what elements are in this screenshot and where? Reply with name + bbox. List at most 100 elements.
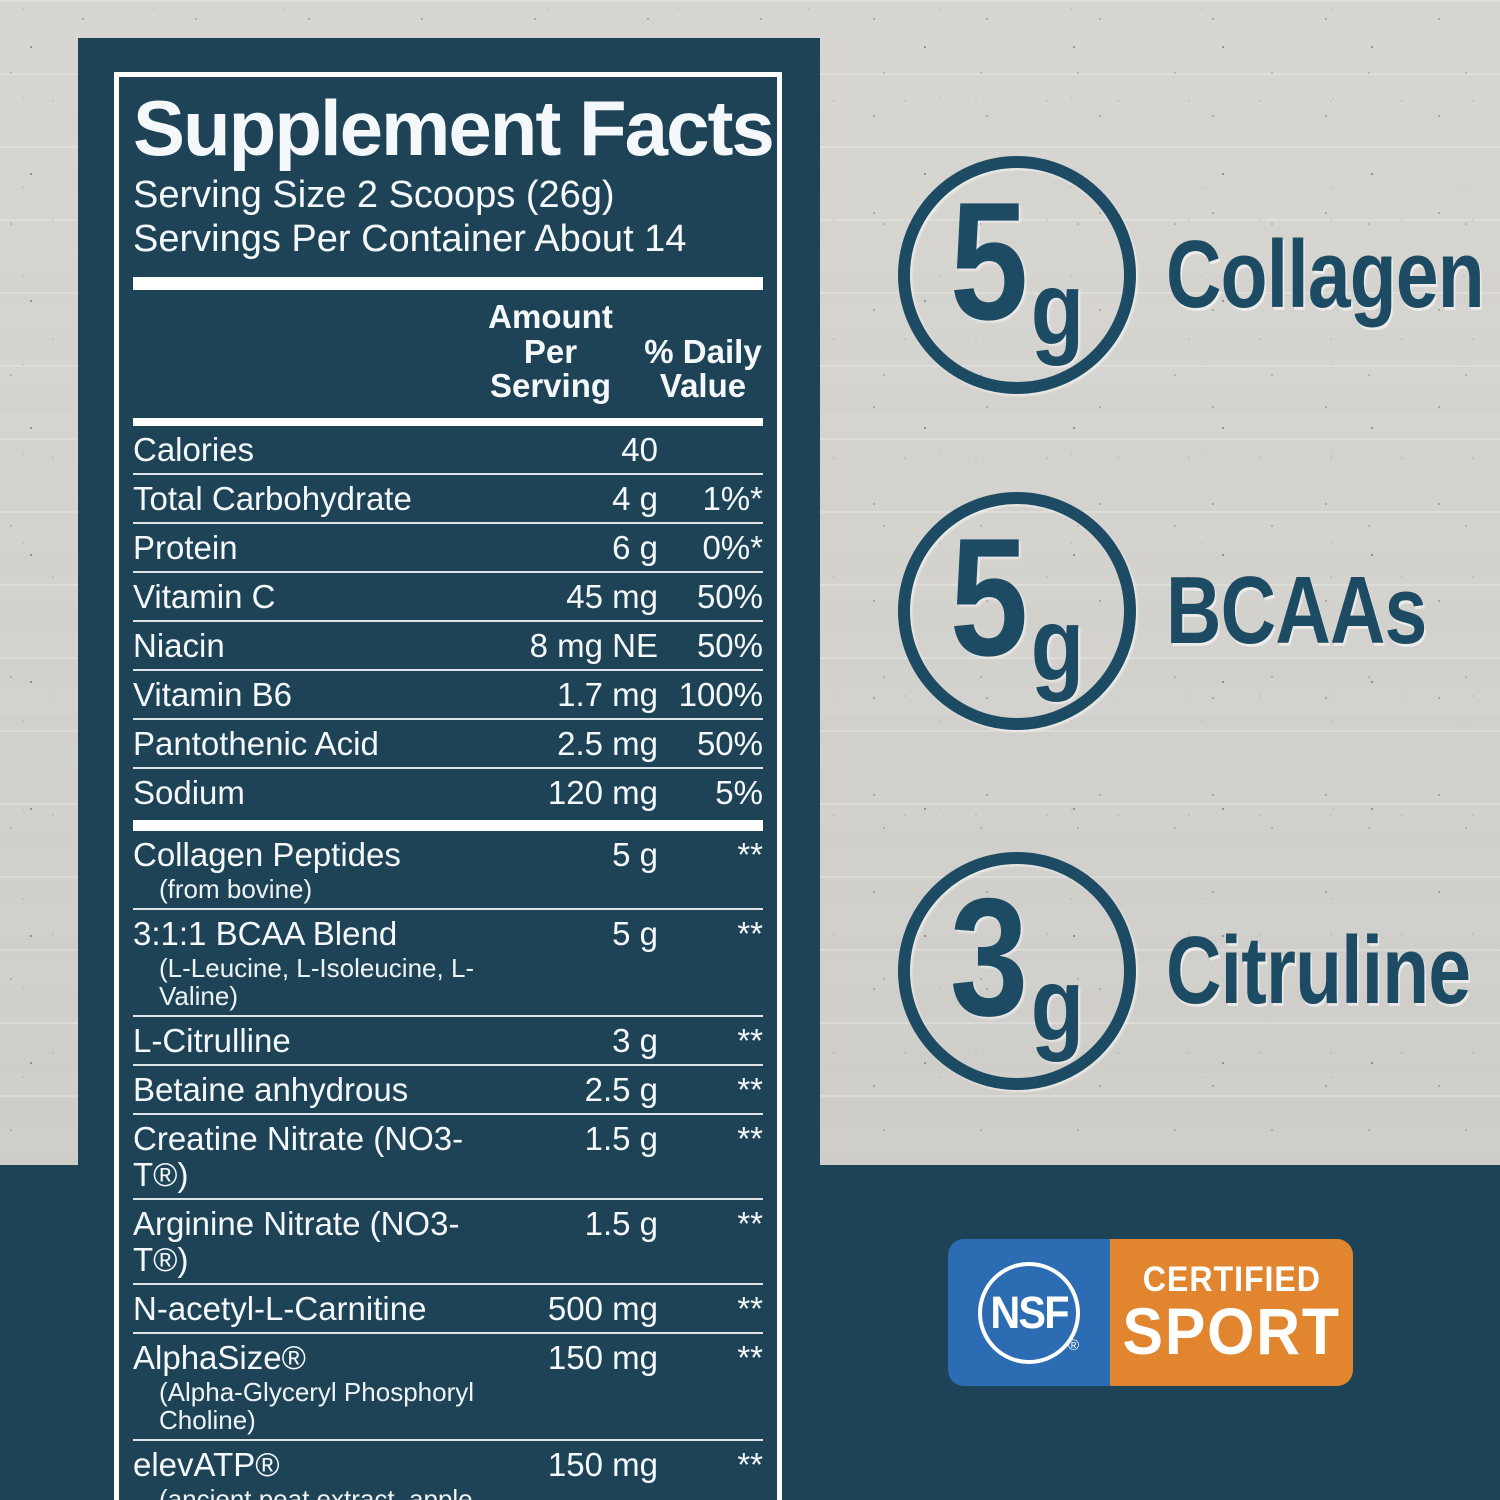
amount-per-serving-header: Amount Per Serving [458, 299, 643, 405]
table-row: Sodium 120 mg 5% [133, 767, 763, 816]
servings-per-container-line: Servings Per Container About 14 [133, 218, 687, 261]
serving-size-line: Serving Size 2 Scoops (26g) [133, 174, 615, 216]
table-row: Total Carbohydrate 4 g 1%* [133, 473, 763, 522]
row-daily-value: 1%* [702, 480, 763, 518]
row-name-cell: Sodium [133, 775, 493, 811]
row-name: Collagen Peptides [133, 836, 401, 874]
row-name-cell: Protein [133, 530, 493, 566]
row-name: elevATP® [133, 1446, 280, 1484]
row-name: L-Citrulline [133, 1022, 291, 1060]
row-subnotes: (from bovine) [133, 875, 493, 903]
gram-number: 5 [949, 503, 1029, 692]
table-row: Collagen Peptides (from bovine) 5 g ** [133, 831, 763, 908]
row-name-cell: Arginine Nitrate (NO3-T®) [133, 1206, 493, 1278]
row-daily-value: 50% [696, 578, 763, 616]
row-name: Protein [133, 529, 238, 567]
nsf-logo-section: NSF ® [948, 1239, 1110, 1386]
row-name-cell: AlphaSize® (Alpha-Glyceryl Phosphoryl Ch… [133, 1339, 493, 1435]
row-name-cell: Vitamin C [133, 579, 493, 615]
supplement-facts-panel: Supplement Facts Serving Size 2 Scoops (… [78, 38, 820, 1500]
row-daily-value: ** [737, 915, 763, 953]
row-amount: 5 g [612, 836, 658, 874]
row-name-cell: Vitamin B6 [133, 677, 493, 713]
row-daily-value: ** [737, 1071, 763, 1109]
table-row: AlphaSize® (Alpha-Glyceryl Phosphoryl Ch… [133, 1332, 763, 1439]
divider [133, 277, 763, 291]
divider [133, 418, 763, 427]
row-amount: 1.7 mg [557, 676, 658, 714]
row-name-cell: Betaine anhydrous [133, 1072, 493, 1108]
row-daily-value: ** [737, 1205, 763, 1243]
row-name: Calories [133, 431, 255, 469]
table-row: N-acetyl-L-Carnitine 500 mg ** [133, 1283, 763, 1332]
row-amount: 150 mg [547, 1339, 658, 1377]
row-daily-value: ** [737, 1339, 763, 1377]
row-name-cell: Niacin [133, 628, 493, 664]
table-row: Niacin 8 mg NE 50% [133, 620, 763, 669]
panel-title: Supplement Facts [133, 84, 775, 172]
row-name-cell: 3:1:1 BCAA Blend (L-Leucine, L-Isoleucin… [133, 915, 493, 1012]
row-amount: 3 g [612, 1022, 658, 1060]
row-daily-value: ** [737, 1290, 763, 1328]
row-daily-value: ** [737, 1022, 763, 1060]
certified-text: CERTIFIED [1142, 1260, 1321, 1300]
ingredient-subnote: (ancient peat extract, apple fruit extra… [159, 1484, 473, 1500]
callout-label: Citruline [1166, 917, 1471, 1024]
row-name: 3:1:1 BCAA Blend [133, 915, 398, 953]
row-name-cell: Collagen Peptides (from bovine) [133, 836, 493, 904]
ingredient-subnote: (L-Leucine, L-Isoleucine, L-Valine) [159, 953, 475, 1012]
daily-value-header: % Daily Value [643, 334, 763, 405]
table-row: Pantothenic Acid 2.5 mg 50% [133, 718, 763, 767]
row-daily-value: ** [737, 1120, 763, 1158]
certified-sport-section: CERTIFIED SPORT [1110, 1239, 1353, 1386]
row-name-cell: Pantothenic Acid [133, 726, 493, 762]
amount-header-line2: Serving [489, 367, 612, 405]
table-row: elevATP® (ancient peat extract, apple fr… [133, 1439, 763, 1500]
gram-number: 5 [949, 167, 1029, 356]
nutrient-rows: Calories 40 Total Carbohydrate 4 g 1%* P… [133, 426, 763, 816]
row-name: AlphaSize® [133, 1339, 306, 1377]
row-amount: 6 g [612, 529, 658, 567]
gram-unit: g [1030, 947, 1085, 1064]
row-name-cell: N-acetyl-L-Carnitine [133, 1291, 493, 1327]
callout-label: BCAAs [1166, 557, 1427, 664]
dv-header-line2: Value [659, 367, 747, 405]
row-name-cell: elevATP® (ancient peat extract, apple fr… [133, 1447, 493, 1500]
table-row: Calories 40 [133, 426, 763, 473]
row-daily-value: 100% [678, 676, 763, 714]
panel-inner-border: Supplement Facts Serving Size 2 Scoops (… [114, 72, 782, 1500]
row-amount: 500 mg [547, 1290, 658, 1328]
table-row: Betaine anhydrous 2.5 g ** [133, 1064, 763, 1113]
nsf-certified-sport-badge: NSF ® CERTIFIED SPORT [948, 1239, 1353, 1386]
row-amount: 5 g [612, 915, 658, 953]
row-name-cell: L-Citrulline [133, 1023, 493, 1059]
row-name: Vitamin C [133, 578, 276, 616]
row-amount: 45 mg [566, 578, 658, 616]
row-name: Total Carbohydrate [133, 480, 412, 518]
row-amount: 1.5 g [584, 1205, 658, 1243]
section-divider [133, 820, 763, 832]
gram-unit: g [1030, 587, 1085, 704]
row-amount: 4 g [612, 480, 658, 518]
row-amount: 2.5 g [584, 1071, 658, 1109]
row-name: N-acetyl-L-Carnitine [133, 1290, 427, 1328]
table-row: Vitamin B6 1.7 mg 100% [133, 669, 763, 718]
row-amount: 40 [621, 431, 658, 469]
row-name: Betaine anhydrous [133, 1071, 409, 1109]
row-name: Sodium [133, 774, 245, 812]
row-name-cell: Calories [133, 432, 493, 468]
row-name-cell: Total Carbohydrate [133, 481, 493, 517]
table-row: Arginine Nitrate (NO3-T®) 1.5 g ** [133, 1198, 763, 1283]
table-row: Protein 6 g 0%* [133, 522, 763, 571]
table-row: Creatine Nitrate (NO3-T®) 1.5 g ** [133, 1113, 763, 1198]
row-name: Niacin [133, 627, 225, 665]
row-name-cell: Creatine Nitrate (NO3-T®) [133, 1121, 493, 1193]
